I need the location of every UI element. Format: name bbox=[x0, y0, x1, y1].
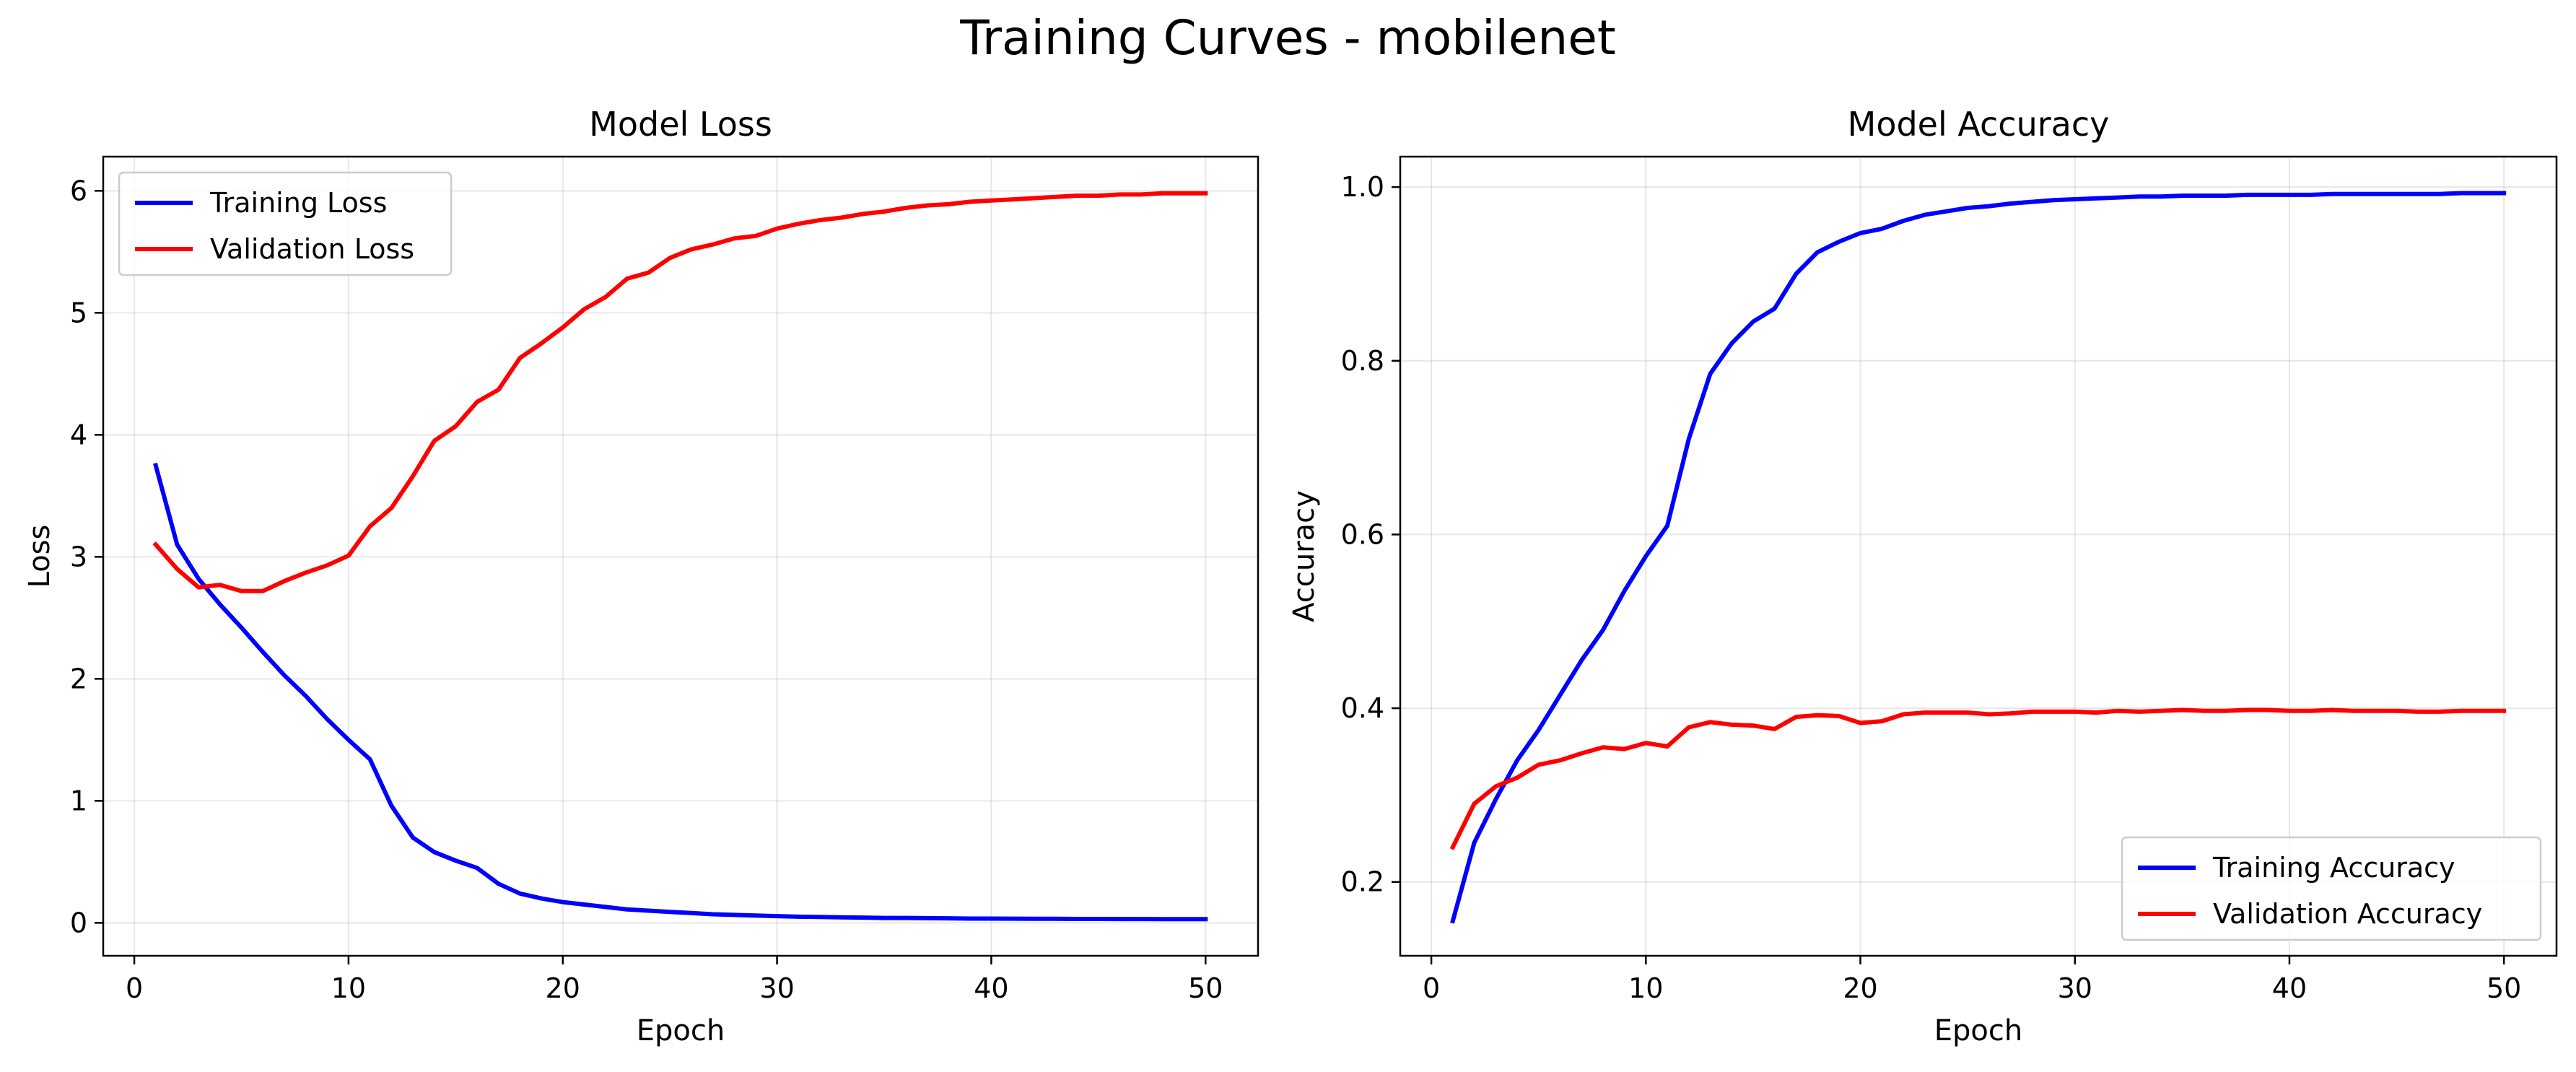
model-loss-y-tick-label: 6 bbox=[70, 175, 87, 206]
model-loss-x-tick-label: 30 bbox=[759, 972, 794, 1004]
loss-chart-panel: 0 10 20 30 40 50 0 1 2 3 4 5 6 Model Loss Epoch Loss Tra… bbox=[23, 105, 1259, 1047]
model-accuracy-title: Model Accuracy bbox=[1848, 105, 2110, 144]
model-loss-x-tick-label: 50 bbox=[1188, 972, 1223, 1004]
accuracy-chart-panel: 0 10 20 30 40 50 0.2 0.4 0.6 0.8 1.0 Model Accuracy… bbox=[1288, 105, 2558, 1047]
model-accuracy-x-tick-label: 0 bbox=[1423, 972, 1440, 1004]
model-accuracy-x-tick-label: 20 bbox=[1843, 972, 1877, 1004]
model-accuracy-y-tick-label: 1.0 bbox=[1341, 171, 1384, 203]
legend-label-training-accuracy: Training Accuracy bbox=[2212, 852, 2455, 884]
model-accuracy-y-tick-label: 0.6 bbox=[1341, 518, 1384, 550]
training-accuracy-line bbox=[1450, 191, 2507, 924]
model-accuracy-x-tick-label: 40 bbox=[2272, 972, 2307, 1004]
model-accuracy-x-tick-label: 10 bbox=[1628, 972, 1663, 1004]
legend-label-validation-accuracy: Validation Accuracy bbox=[2213, 898, 2482, 930]
model-loss-y-tick-label: 4 bbox=[70, 419, 87, 450]
model-accuracy-y-axis-label: Accuracy bbox=[1288, 490, 1321, 622]
training-loss-line bbox=[153, 462, 1208, 922]
model-loss-y-tick-label: 1 bbox=[70, 785, 87, 816]
model-accuracy-axes-frame bbox=[1399, 155, 2558, 957]
model-accuracy-x-tick-label: 30 bbox=[2058, 972, 2092, 1004]
validation-accuracy-line bbox=[1449, 707, 2507, 850]
model-loss-x-tick-label: 20 bbox=[546, 972, 580, 1004]
model-loss-x-axis-label: Epoch bbox=[637, 1014, 725, 1047]
model-loss-x-tick-label: 0 bbox=[126, 972, 143, 1004]
legend-label-training-loss: Training Loss bbox=[209, 187, 387, 219]
model-accuracy-y-tick-label: 0.4 bbox=[1341, 692, 1384, 724]
model-loss-y-axis-label: Loss bbox=[23, 525, 56, 588]
model-loss-title: Model Loss bbox=[589, 105, 772, 144]
legend-box bbox=[118, 171, 453, 276]
model-accuracy-x-axis-label: Epoch bbox=[1934, 1014, 2022, 1047]
model-accuracy-legend: Training Accuracy Validation Accuracy bbox=[2121, 836, 2542, 941]
model-loss-y-tick-label: 3 bbox=[70, 541, 87, 572]
model-accuracy-y-tick-label: 0.2 bbox=[1341, 866, 1384, 898]
model-loss-x-tick-label: 40 bbox=[974, 972, 1008, 1004]
model-loss-y-tick-label: 0 bbox=[70, 907, 87, 938]
model-loss-y-tick-label: 5 bbox=[70, 297, 87, 328]
model-loss-x-tick-label: 10 bbox=[331, 972, 366, 1004]
validation-loss-line bbox=[152, 191, 1208, 593]
model-accuracy-y-tick-label: 0.8 bbox=[1341, 345, 1384, 377]
model-loss-legend: Training Loss Validation Loss bbox=[118, 171, 453, 276]
legend-box bbox=[2121, 836, 2542, 941]
model-accuracy-x-tick-label: 50 bbox=[2487, 972, 2521, 1004]
model-loss-y-tick-label: 2 bbox=[70, 663, 87, 694]
figure-title: Training Curves - mobilenet bbox=[960, 10, 1616, 66]
legend-label-validation-loss: Validation Loss bbox=[210, 233, 414, 265]
